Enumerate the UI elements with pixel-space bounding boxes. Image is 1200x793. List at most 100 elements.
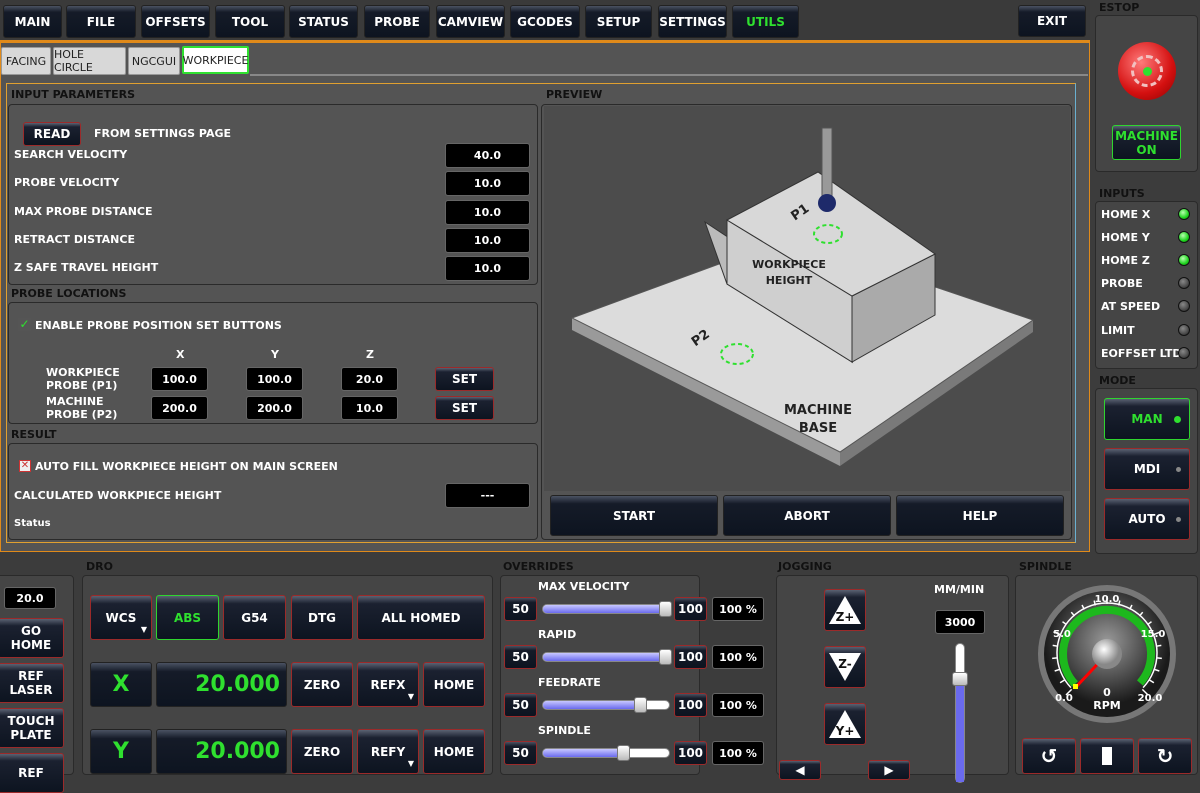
tick-10: 10.0: [1095, 594, 1120, 605]
left-ref-laser-button[interactable]: REF LASER: [0, 663, 64, 703]
jog-rate-slider[interactable]: [955, 643, 965, 783]
mode-label: MDI: [1134, 462, 1160, 476]
override-value: 100 %: [712, 693, 764, 717]
override-label: SPINDLE: [538, 724, 591, 737]
input-label: AT SPEED: [1101, 300, 1160, 313]
override-label: MAX VELOCITY: [538, 580, 629, 593]
svg-text:Z+: Z+: [836, 610, 855, 624]
left-value: 20.0: [4, 587, 56, 609]
ref-label: REFX: [371, 678, 406, 692]
jog-x-minus-button[interactable]: ◀: [779, 760, 821, 780]
input-led-icon: [1178, 324, 1190, 336]
arrow-left-icon: ◀: [795, 763, 804, 777]
override-max[interactable]: 100: [674, 693, 707, 717]
tick-0: 0.0: [1055, 693, 1073, 704]
override-label: RAPID: [538, 628, 576, 641]
slider-handle[interactable]: [659, 649, 672, 665]
ref-button[interactable]: REFY▼: [357, 729, 419, 774]
input-label: LIMIT: [1101, 324, 1135, 337]
rpm-label: RPM: [1093, 699, 1120, 712]
mode-led-icon: [1176, 467, 1181, 472]
ref-label: REFY: [371, 745, 405, 759]
left-touch-plate-button[interactable]: TOUCH PLATE: [0, 708, 64, 748]
jog-y-plus-button[interactable]: Y+: [824, 703, 866, 745]
overrides-title: OVERRIDES: [503, 560, 574, 573]
axis-x-label[interactable]: X: [90, 662, 152, 707]
override-max[interactable]: 100: [674, 741, 707, 765]
override-label: FEEDRATE: [538, 676, 601, 689]
arrow-right-icon: ▶: [884, 763, 893, 777]
jog-x-plus-button[interactable]: ▶: [868, 760, 910, 780]
override-min[interactable]: 50: [504, 693, 537, 717]
probe-ball: [818, 194, 836, 212]
input-label: HOME Y: [1101, 231, 1150, 244]
stop-icon: [1102, 747, 1112, 765]
override-max[interactable]: 100: [674, 597, 707, 621]
slider-handle[interactable]: [634, 697, 647, 713]
jog-rate: 3000: [935, 610, 985, 634]
override-max[interactable]: 100: [674, 645, 707, 669]
home-button[interactable]: HOME: [423, 729, 485, 774]
abort-button[interactable]: ABORT: [723, 495, 891, 536]
machine-on-button[interactable]: MACHINE ON: [1112, 125, 1181, 160]
dro-title: DRO: [86, 560, 113, 573]
left-ref-button[interactable]: REF: [0, 753, 64, 793]
override-slider[interactable]: [542, 700, 670, 710]
mode-man-button[interactable]: MAN: [1104, 398, 1190, 440]
help-button[interactable]: HELP: [896, 495, 1064, 536]
jog-units: MM/MIN: [934, 583, 984, 596]
dtg-button[interactable]: DTG: [291, 595, 353, 640]
ref-button[interactable]: REFX▼: [357, 662, 419, 707]
mode-label: AUTO: [1128, 512, 1165, 526]
axis-y-label[interactable]: Y: [90, 729, 152, 774]
tick-5: 5.0: [1053, 629, 1071, 640]
workpiece-label: WORKPIECE: [752, 258, 826, 271]
zero-button[interactable]: ZERO: [291, 662, 353, 707]
wcs-label: WCS: [106, 611, 137, 625]
spindle-ccw-button[interactable]: ↺: [1022, 738, 1076, 774]
rotate-ccw-icon: ↺: [1041, 749, 1058, 763]
jog-slider-handle[interactable]: [952, 672, 968, 686]
machine-label: MACHINE: [784, 403, 852, 418]
input-led-icon: [1178, 208, 1190, 220]
estop-ring-icon: [1131, 55, 1163, 87]
wcs-button[interactable]: WCS▼: [90, 595, 152, 640]
estop-button[interactable]: [1118, 42, 1176, 100]
slider-handle[interactable]: [659, 601, 672, 617]
mode-led-icon: [1176, 517, 1181, 522]
tick-20: 20.0: [1138, 693, 1163, 704]
rotate-cw-icon: ↻: [1157, 749, 1174, 763]
override-slider[interactable]: [542, 748, 670, 758]
dropdown-arrow-icon: ▼: [408, 757, 414, 771]
mode-mdi-button[interactable]: MDI: [1104, 448, 1190, 490]
mode-auto-button[interactable]: AUTO: [1104, 498, 1190, 540]
jog-z-plus-button[interactable]: Z+: [824, 589, 866, 631]
start-button[interactable]: START: [550, 495, 718, 536]
tick-15: 15.0: [1141, 629, 1166, 640]
spindle-stop-button[interactable]: [1080, 738, 1134, 774]
spindle-cw-button[interactable]: ↻: [1138, 738, 1192, 774]
override-slider[interactable]: [542, 652, 670, 662]
input-label: PROBE: [1101, 277, 1143, 290]
home-button[interactable]: HOME: [423, 662, 485, 707]
g54-button[interactable]: G54: [223, 595, 286, 640]
z-plus-icon: Z+: [827, 594, 863, 626]
svg-text:Y+: Y+: [835, 724, 855, 738]
svg-text:Z-: Z-: [838, 657, 851, 671]
override-min[interactable]: 50: [504, 597, 537, 621]
abs-button[interactable]: ABS: [156, 595, 219, 640]
rpm-value: 0: [1103, 686, 1111, 699]
input-label: EOFFSET LTD: [1101, 347, 1182, 360]
zero-button[interactable]: ZERO: [291, 729, 353, 774]
mode-led-icon: [1174, 416, 1181, 423]
override-slider[interactable]: [542, 604, 670, 614]
override-value: 100 %: [712, 741, 764, 765]
slider-handle[interactable]: [617, 745, 630, 761]
all-homed-button[interactable]: ALL HOMED: [357, 595, 485, 640]
override-min[interactable]: 50: [504, 645, 537, 669]
spindle-gauge: 0.0 5.0 10.0 15.0 20.0 0 RPM: [1036, 583, 1178, 725]
jog-z-minus-button[interactable]: Z-: [824, 646, 866, 688]
height-label: HEIGHT: [766, 274, 813, 287]
override-min[interactable]: 50: [504, 741, 537, 765]
left-go-home-button[interactable]: GO HOME: [0, 618, 64, 658]
